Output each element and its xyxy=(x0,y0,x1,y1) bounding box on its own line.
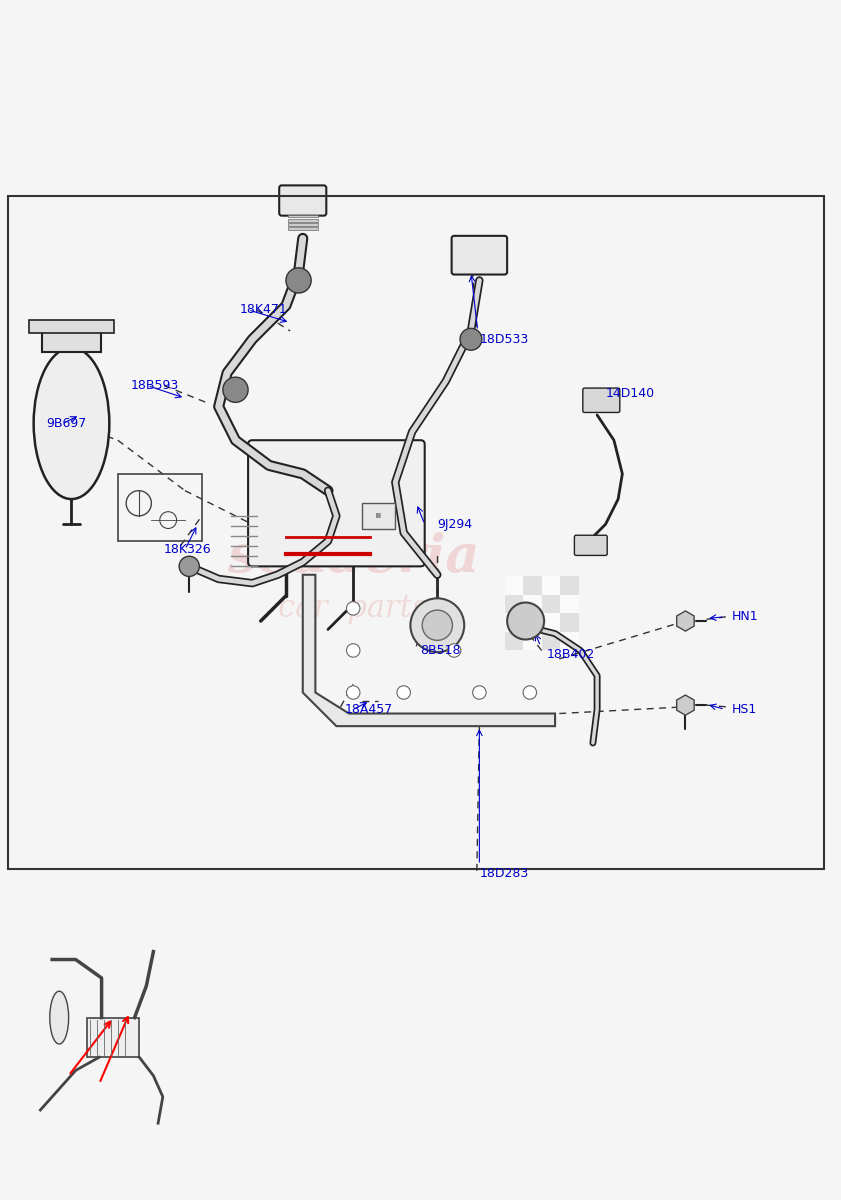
Bar xyxy=(505,576,523,595)
Bar xyxy=(29,320,114,332)
Bar xyxy=(560,576,579,595)
FancyBboxPatch shape xyxy=(574,535,607,556)
Bar xyxy=(505,632,523,650)
Bar xyxy=(288,215,318,217)
FancyBboxPatch shape xyxy=(279,185,326,216)
Bar xyxy=(542,632,560,650)
Circle shape xyxy=(523,685,537,700)
Circle shape xyxy=(179,557,199,576)
Bar xyxy=(523,595,542,613)
Bar xyxy=(87,1018,140,1057)
Circle shape xyxy=(473,685,486,700)
Bar xyxy=(560,632,579,650)
Bar xyxy=(523,613,542,632)
Bar xyxy=(505,613,523,632)
Text: HN1: HN1 xyxy=(732,611,759,623)
Text: 18B402: 18B402 xyxy=(547,648,595,661)
Ellipse shape xyxy=(34,348,109,499)
Circle shape xyxy=(507,602,544,640)
Text: 18A457: 18A457 xyxy=(345,703,393,716)
Circle shape xyxy=(346,685,360,700)
Text: 9B697: 9B697 xyxy=(46,416,87,430)
Bar xyxy=(8,197,824,869)
Bar xyxy=(118,474,202,541)
Bar xyxy=(560,595,579,613)
Bar xyxy=(560,613,579,632)
Text: 9J294: 9J294 xyxy=(437,518,473,530)
Circle shape xyxy=(346,643,360,658)
Bar xyxy=(542,595,560,613)
Bar xyxy=(542,613,560,632)
Bar xyxy=(523,576,542,595)
Bar xyxy=(288,220,318,222)
Circle shape xyxy=(346,601,360,616)
FancyBboxPatch shape xyxy=(248,440,425,566)
Circle shape xyxy=(410,599,464,652)
Text: car  parts: car parts xyxy=(278,593,428,624)
Bar xyxy=(505,595,523,613)
Bar xyxy=(288,223,318,226)
Bar xyxy=(288,228,318,230)
Text: 14D140: 14D140 xyxy=(606,388,654,401)
FancyBboxPatch shape xyxy=(583,388,620,413)
Text: 18K471: 18K471 xyxy=(240,304,288,317)
Text: 18K326: 18K326 xyxy=(164,544,212,556)
Bar xyxy=(542,576,560,595)
Text: HS1: HS1 xyxy=(732,703,757,716)
Text: scuderia: scuderia xyxy=(227,533,479,583)
Polygon shape xyxy=(303,575,555,726)
Text: 8B518: 8B518 xyxy=(420,644,461,656)
Ellipse shape xyxy=(50,991,69,1044)
Circle shape xyxy=(460,329,482,350)
Circle shape xyxy=(422,610,452,641)
Circle shape xyxy=(397,685,410,700)
Circle shape xyxy=(447,643,461,658)
Bar xyxy=(362,503,395,528)
Text: 18B593: 18B593 xyxy=(130,379,178,392)
Text: 18D283: 18D283 xyxy=(479,866,529,880)
Text: 18D533: 18D533 xyxy=(479,332,529,346)
Circle shape xyxy=(286,268,311,293)
Bar xyxy=(42,331,101,352)
Text: III: III xyxy=(375,512,382,518)
FancyBboxPatch shape xyxy=(452,236,507,275)
Bar xyxy=(523,632,542,650)
Circle shape xyxy=(223,377,248,402)
